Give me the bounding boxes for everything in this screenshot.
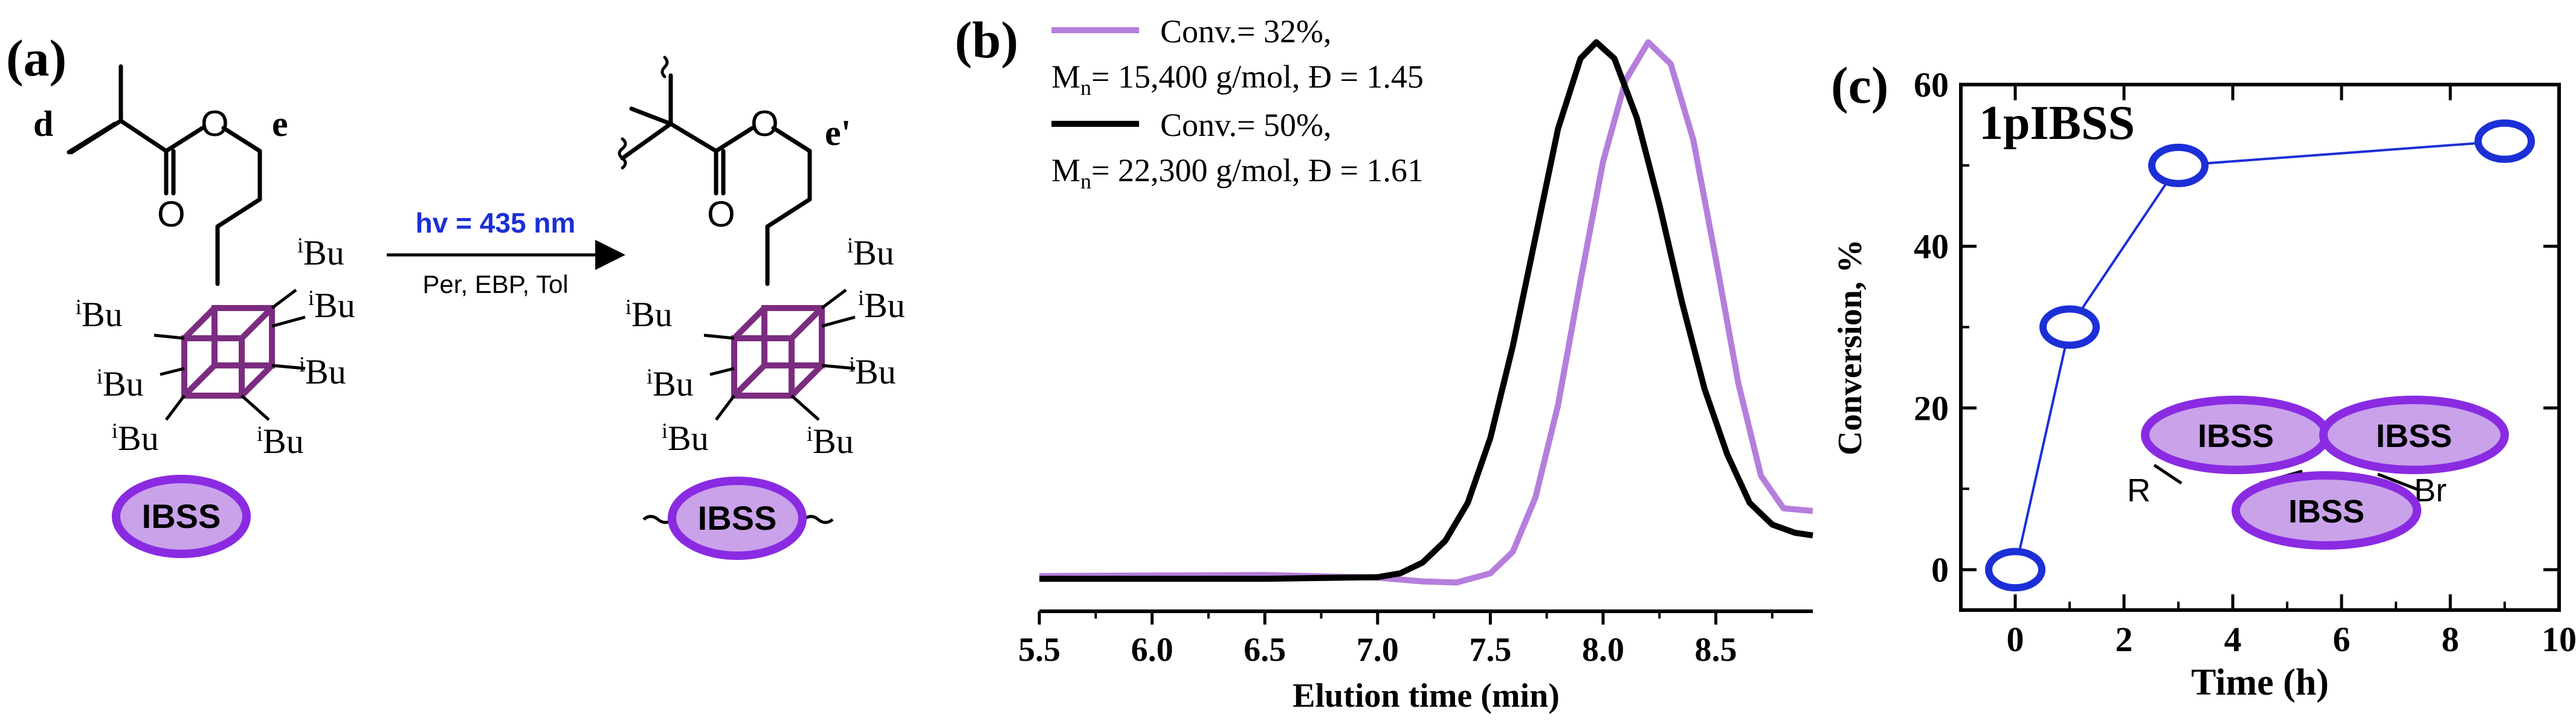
gpc-trace-conv-32 — [1039, 39, 1813, 586]
b-xtick-label: 5.5 — [1018, 631, 1060, 669]
panel-c-xlabel: Time (h) — [2191, 662, 2329, 703]
c-ytick-label: 40 — [1914, 227, 1949, 266]
panel-b-legend: Conv.= 32%, Mn= 15,400 g/mol, Đ = 1.45 C… — [1051, 13, 1424, 193]
svg-text:iBu: iBu — [807, 422, 854, 461]
gpc-trace-conv-50 — [1039, 39, 1813, 582]
polymer-ibu-labels: iBu iBu iBu iBu iBu iBu iBu — [625, 233, 905, 461]
inset-oval-1: IBSS — [2141, 396, 2331, 474]
monomer-carbonyl-O: O — [157, 194, 186, 234]
legend-text-32-mn: Mn= 15,400 g/mol, Đ = 1.45 — [1051, 59, 1424, 100]
b-xtick-label: 7.0 — [1357, 631, 1399, 669]
svg-text:IBSS: IBSS — [698, 499, 777, 537]
panel-b-x-axis: 5.5 6.0 6.5 7.0 7.5 8.0 8.5 — [1018, 609, 1813, 669]
panel-a-label: (a) — [6, 29, 66, 87]
legend-text-50-conv: Conv.= 50%, — [1160, 107, 1331, 143]
svg-text:IBSS: IBSS — [142, 497, 221, 535]
polymer-structure — [618, 56, 812, 286]
legend-text-32-conv: Conv.= 32%, — [1160, 13, 1331, 50]
panel-b-chart: (b) Conv.= 32%, Mn= 15,400 g/mol, Đ = 1.… — [955, 11, 1813, 715]
svg-text:iBu: iBu — [662, 419, 709, 458]
monomer-ibu-labels: iBu iBu iBu iBu iBu iBu iBu — [76, 233, 355, 461]
svg-text:iBu: iBu — [297, 233, 344, 272]
c-data-point — [2474, 119, 2535, 163]
svg-text:iBu: iBu — [308, 286, 355, 325]
panel-c-axes: 0 2 4 6 8 10 0 20 40 60 — [1914, 65, 2576, 659]
c-xtick-label: 10 — [2542, 620, 2576, 659]
panel-c-frame — [1959, 83, 2561, 612]
monomer-label-d: d — [33, 104, 53, 144]
panel-c-title: 1pIBSS — [1979, 97, 2135, 150]
c-ytick-label: 0 — [1931, 550, 1949, 590]
b-xtick-label: 8.5 — [1695, 631, 1737, 669]
panel-a-scheme: (a) d e O O — [6, 29, 905, 560]
arrow-condition-reagents: Per, EBP, Tol — [422, 270, 568, 298]
c-xtick-label: 6 — [2333, 620, 2351, 659]
inset-chain-left — [2153, 463, 2183, 485]
c-data-point — [2148, 143, 2209, 187]
svg-text:iBu: iBu — [76, 295, 123, 334]
c-xtick-label: 0 — [2007, 620, 2024, 659]
c-data-point — [2039, 305, 2100, 349]
monomer-ibss-logo: IBSS — [112, 475, 251, 558]
panel-c-inset: R Br IBSS IBSS IBSS — [2127, 396, 2509, 550]
panel-b-xlabel: Elution time (min) — [1293, 677, 1560, 715]
panel-c-chart: (c) 1pIBSS 0 2 4 6 8 10 0 20 40 60 Time (h) Conve… — [1831, 56, 2576, 703]
svg-text:iBu: iBu — [112, 419, 159, 458]
panel-c-label: (c) — [1831, 56, 1888, 114]
c-ytick-label: 20 — [1914, 388, 1949, 428]
svg-text:iBu: iBu — [847, 233, 894, 272]
reaction-arrow: hv = 435 nm Per, EBP, Tol — [387, 207, 625, 298]
panel-b-series — [1039, 39, 1813, 586]
svg-text:IBSS: IBSS — [2288, 493, 2365, 530]
svg-text:IBSS: IBSS — [2198, 418, 2274, 454]
panel-c-series — [1985, 119, 2535, 592]
b-xtick-label: 6.0 — [1131, 631, 1173, 669]
svg-text:iBu: iBu — [849, 352, 896, 391]
monomer-ester-O: O — [201, 103, 229, 144]
panel-c-ylabel: Conversion, % — [1832, 239, 1869, 455]
inset-end-R: R — [2127, 472, 2151, 509]
polymer-carbonyl-O: O — [707, 194, 735, 234]
b-xtick-label: 7.5 — [1469, 631, 1511, 669]
svg-text:iBu: iBu — [97, 364, 144, 403]
inset-chain-right — [2377, 472, 2418, 491]
b-xtick-label: 6.5 — [1244, 631, 1286, 669]
svg-text:iBu: iBu — [858, 286, 905, 325]
polymer-ibss-logo: IBSS — [642, 477, 834, 560]
svg-text:IBSS: IBSS — [2376, 418, 2452, 454]
inset-oval-2: IBSS — [2319, 396, 2509, 474]
polymer-cage — [703, 289, 856, 421]
c-data-point — [1985, 548, 2045, 592]
svg-text:iBu: iBu — [625, 295, 673, 334]
monomer-cage — [153, 289, 306, 421]
inset-oval-3: IBSS — [2232, 471, 2421, 550]
c-connector-line — [2014, 140, 2505, 570]
svg-text:iBu: iBu — [299, 352, 346, 391]
c-xtick-label: 4 — [2224, 620, 2242, 659]
polymer-ester-O: O — [751, 103, 779, 144]
c-xtick-label: 8 — [2442, 620, 2459, 659]
panel-b-label: (b) — [955, 11, 1018, 69]
legend-text-50-mn: Mn= 22,300 g/mol, Đ = 1.61 — [1051, 152, 1424, 193]
monomer-structure — [66, 64, 262, 286]
c-xtick-label: 2 — [2116, 620, 2133, 659]
polymer-label-e-prime: e' — [825, 113, 851, 153]
b-xtick-label: 8.0 — [1582, 631, 1624, 669]
monomer-label-e: e — [272, 104, 288, 144]
c-ytick-label: 60 — [1914, 65, 1949, 104]
arrow-condition-light: hv = 435 nm — [416, 207, 576, 239]
svg-text:iBu: iBu — [647, 364, 694, 403]
svg-text:iBu: iBu — [257, 422, 304, 461]
